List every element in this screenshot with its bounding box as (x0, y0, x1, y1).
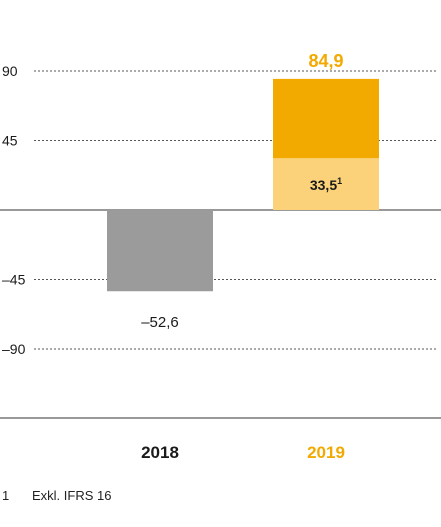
bar-2019-segment-0 (273, 158, 379, 210)
bar-label-footnote-marker: 1 (337, 176, 342, 186)
y-tick-label: 45 (2, 133, 18, 149)
bar-2018-segment-0 (107, 210, 213, 292)
category-label-2018: 2018 (141, 443, 179, 462)
y-tick-label: –90 (2, 341, 26, 357)
y-tick-label: –45 (2, 272, 26, 288)
bar-2019-segment-1 (273, 78, 379, 159)
bar-label-2019: 33,51 (310, 176, 342, 193)
y-axis-ticks: 90 45 –45 –90 (2, 63, 26, 357)
footnote-text: Exkl. IFRS 16 (32, 488, 112, 503)
bars (107, 78, 379, 292)
footnote: 1 Exkl. IFRS 16 (2, 488, 111, 503)
x-axis-categories: 2018 2019 (141, 443, 345, 462)
footnote-number: 1 (2, 488, 10, 503)
bar-chart: 90 45 –45 –90 –52,6 84,9 33,51 2018 2019 (0, 51, 441, 462)
y-tick-label: 90 (2, 63, 18, 79)
bar-label-value: –52,6 (141, 314, 179, 331)
category-label-2019: 2019 (307, 443, 345, 462)
bar-labels: –52,6 84,9 33,51 (141, 51, 343, 331)
bar-label-2019: 84,9 (308, 51, 343, 71)
bar-label-value: 33,5 (310, 177, 337, 193)
bar-label-value: 84,9 (308, 51, 343, 71)
bar-label-2018: –52,6 (141, 314, 179, 331)
